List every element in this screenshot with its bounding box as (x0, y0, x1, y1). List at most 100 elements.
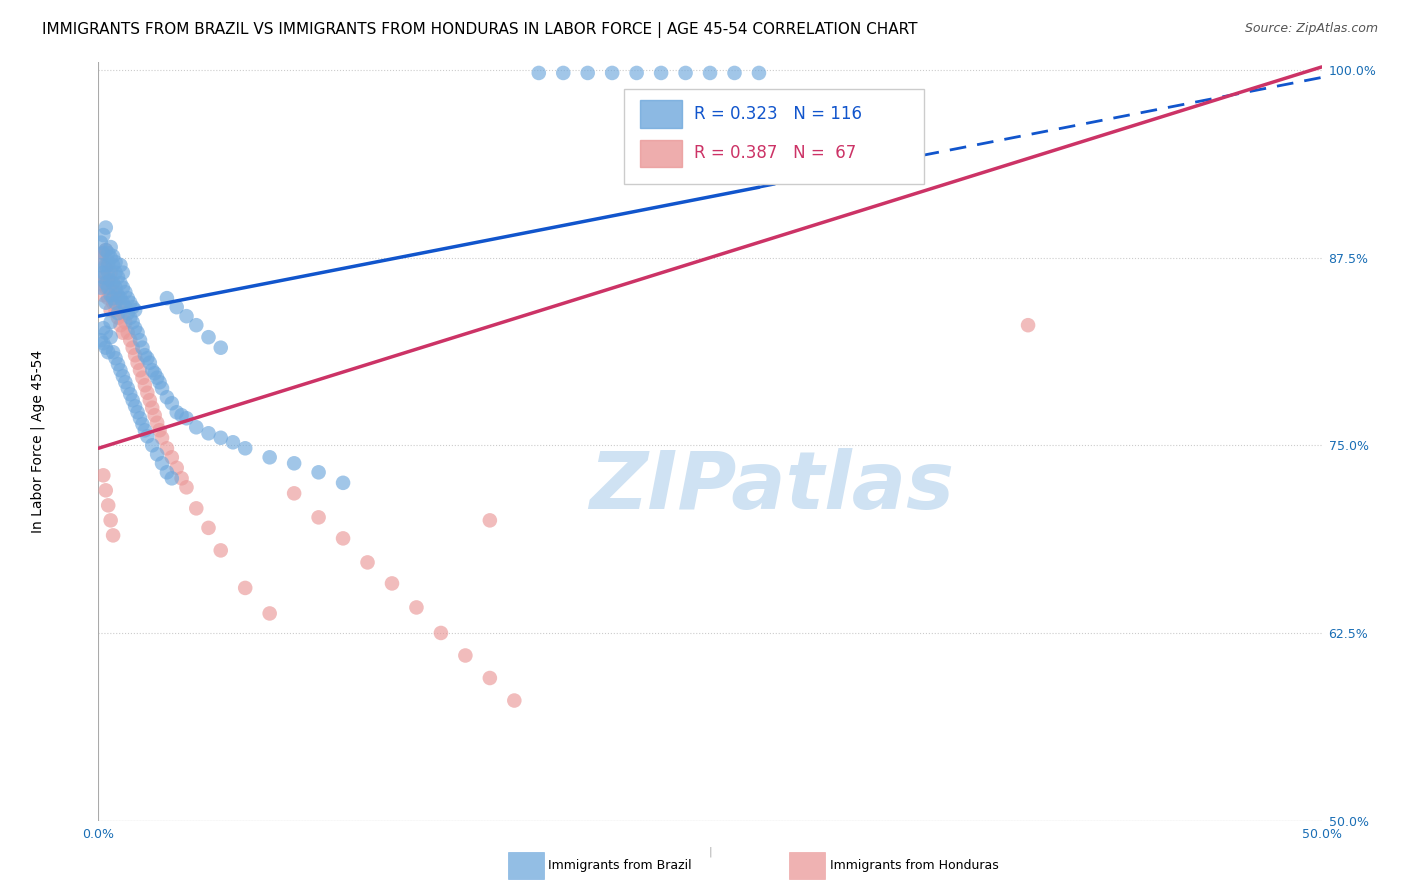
Point (405, 600, 427, 615)
Point (114, 300, 136, 314)
Point (90, 280, 112, 294)
Point (100, 513, 122, 527)
Point (101, 276, 124, 290)
Point (91, 336, 114, 351)
Point (101, 276, 124, 290)
Point (146, 370, 169, 384)
Point (100, 303, 122, 318)
Point (104, 351, 127, 366)
Point (91, 246, 114, 260)
Point (104, 280, 127, 294)
Point (90, 235, 112, 250)
Point (166, 300, 188, 314)
Point (146, 447, 169, 461)
Point (150, 431, 173, 445)
Point (97, 255, 120, 269)
Text: ZIPatlas: ZIPatlas (589, 448, 953, 526)
Point (150, 456, 173, 470)
Point (90, 251, 112, 265)
Point (650, 66, 672, 80)
Point (176, 309, 198, 323)
Point (308, 466, 330, 480)
Point (110, 363, 132, 377)
Point (143, 366, 166, 380)
Point (94, 341, 117, 355)
Point (111, 280, 134, 294)
Point (283, 456, 305, 470)
Point (160, 471, 183, 485)
Point (259, 607, 281, 621)
Point (233, 581, 256, 595)
Point (127, 326, 149, 340)
Point (176, 411, 198, 425)
Text: |: | (709, 847, 711, 857)
Point (127, 405, 149, 419)
Point (381, 576, 404, 591)
Point (97, 266, 120, 280)
Point (120, 387, 142, 401)
Point (134, 378, 156, 392)
Point (100, 315, 122, 329)
Point (107, 310, 129, 325)
Point (110, 258, 132, 272)
Point (110, 291, 132, 305)
Point (97, 258, 120, 272)
Point (120, 295, 142, 310)
Point (100, 273, 122, 287)
Point (166, 460, 188, 475)
Point (176, 480, 198, 494)
Point (91, 270, 114, 285)
Point (136, 385, 159, 400)
FancyBboxPatch shape (640, 101, 682, 128)
Point (576, 66, 599, 80)
Point (723, 66, 745, 80)
Point (160, 450, 183, 465)
Point (91, 468, 114, 483)
Point (129, 411, 152, 425)
Point (107, 357, 129, 371)
Point (94, 276, 117, 290)
Point (134, 423, 156, 437)
Point (149, 423, 172, 437)
Point (91, 266, 114, 280)
Point (478, 671, 501, 685)
Point (121, 393, 143, 408)
Point (748, 66, 770, 80)
Point (356, 555, 378, 569)
Point (94, 261, 117, 276)
Point (156, 390, 179, 404)
Point (209, 431, 232, 445)
Point (209, 341, 232, 355)
Point (143, 409, 166, 423)
Point (104, 285, 127, 300)
Point (120, 310, 142, 325)
Point (91, 246, 114, 260)
Point (101, 528, 124, 542)
Point (139, 393, 162, 408)
Point (97, 246, 120, 260)
Point (283, 486, 305, 500)
Point (90, 333, 112, 347)
Point (478, 513, 501, 527)
Point (114, 315, 136, 329)
Point (97, 280, 120, 294)
Point (104, 303, 127, 318)
Point (503, 693, 526, 707)
Point (166, 405, 188, 419)
Point (90, 276, 112, 290)
Point (136, 351, 159, 366)
Point (197, 521, 219, 535)
Point (141, 401, 163, 415)
Point (101, 258, 124, 272)
Point (91, 270, 114, 285)
Point (120, 333, 142, 347)
Point (156, 466, 179, 480)
Point (101, 291, 124, 305)
Point (454, 648, 477, 663)
Point (600, 66, 623, 80)
Point (209, 543, 232, 558)
Point (104, 255, 127, 269)
Point (131, 341, 153, 355)
Point (111, 306, 134, 320)
Point (308, 510, 330, 524)
